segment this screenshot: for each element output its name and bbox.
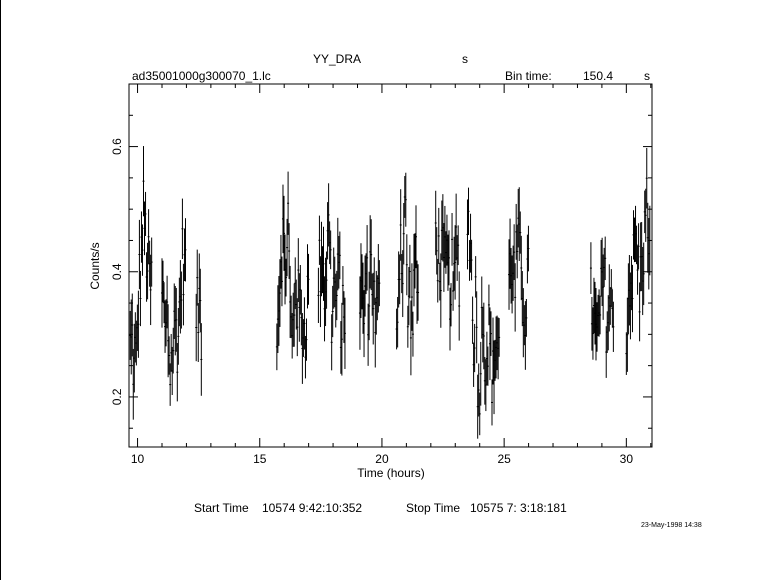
plot-frame xyxy=(128,83,653,448)
y-axis-label: Counts/s xyxy=(88,242,102,289)
x-tick-label: 20 xyxy=(375,452,389,466)
start-time-label: Start Time xyxy=(194,501,249,515)
y-tick-label: 0.6 xyxy=(110,138,124,155)
window-left-edge xyxy=(0,0,1,580)
x-tick-label: 10 xyxy=(131,452,145,466)
x-axis-label: Time (hours) xyxy=(357,466,425,480)
stop-time-value: 10575 7: 3:18:181 xyxy=(470,501,567,515)
plot-date: 23-May-1998 14:38 xyxy=(641,522,702,529)
y-tick-label: 0.2 xyxy=(110,388,124,405)
stop-time-label: Stop Time xyxy=(406,501,461,515)
data-points xyxy=(129,146,651,439)
y-tick-label: 0.4 xyxy=(110,263,124,280)
x-tick-label: 30 xyxy=(620,452,634,466)
x-axis-ticks: 10 15 20 25 30 xyxy=(131,84,652,466)
x-tick-label: 25 xyxy=(497,452,511,466)
bin-time-value: 150.4 xyxy=(583,69,614,83)
x-tick-label: 15 xyxy=(253,452,267,466)
file-name: ad35001000g300070_1.lc xyxy=(132,69,271,83)
bin-time-unit: s xyxy=(644,69,650,83)
object-name: YY_DRA xyxy=(313,52,362,66)
y-axis-ticks: 0.2 0.4 0.6 xyxy=(110,83,652,429)
bin-time-label: Bin time: xyxy=(505,69,552,83)
object-unit: s xyxy=(462,52,468,66)
start-time-value: 10574 9:42:10:352 xyxy=(262,501,363,515)
